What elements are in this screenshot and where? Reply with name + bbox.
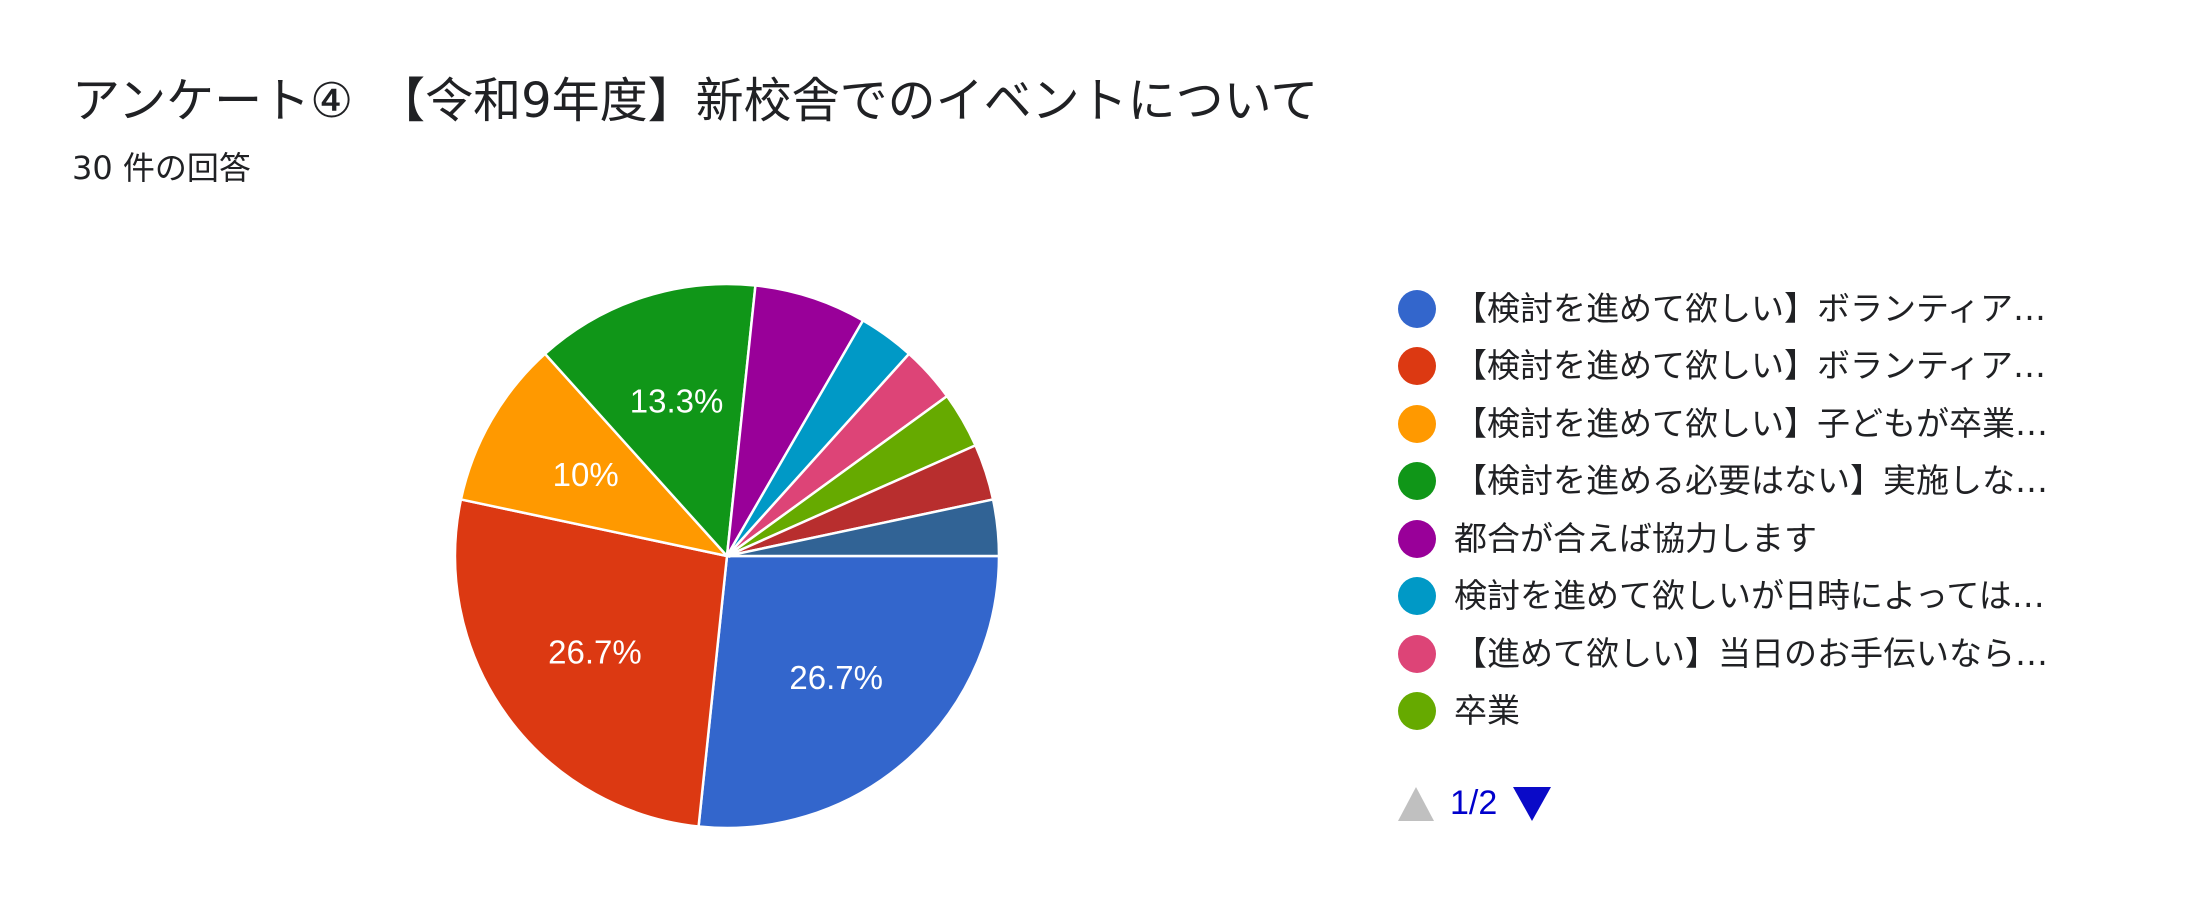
legend-swatch xyxy=(1398,692,1436,731)
legend-swatch xyxy=(1398,462,1436,501)
response-count: 30 件の回答 xyxy=(72,149,251,187)
legend-label: 卒業 xyxy=(1454,691,1520,731)
legend-label: 【検討を進めて欲しい】子どもが卒業… xyxy=(1454,403,2048,443)
slice-percent-label: 13.3% xyxy=(630,382,724,419)
slice-percent-label: 10% xyxy=(553,456,619,493)
legend-item[interactable]: 【進めて欲しい】当日のお手伝いなら… xyxy=(1398,625,2118,683)
previous-page-icon xyxy=(1398,786,1434,821)
legend-pager: 1/2 xyxy=(1398,784,1552,823)
legend-item[interactable]: 検討を進めて欲しいが日時によっては… xyxy=(1398,568,2118,626)
legend-item[interactable]: 【検討を進めて欲しい】ボランティア… xyxy=(1398,338,2118,396)
legend-swatch xyxy=(1398,519,1436,558)
legend: 【検討を進めて欲しい】ボランティア… 【検討を進めて欲しい】ボランティア… 【検… xyxy=(1398,280,2118,740)
pie-slice[interactable] xyxy=(697,554,1001,830)
legend-item[interactable]: 都合が合えば協力します xyxy=(1398,510,2118,568)
legend-label: 【進めて欲しい】当日のお手伝いなら… xyxy=(1454,633,2048,673)
page-indicator: 1/2 xyxy=(1450,784,1498,822)
legend-swatch xyxy=(1398,577,1436,616)
legend-item[interactable]: 卒業 xyxy=(1398,683,2118,741)
legend-item[interactable]: 【検討を進めて欲しい】ボランティア… xyxy=(1398,280,2118,338)
legend-label: 【検討を進めて欲しい】ボランティア… xyxy=(1454,288,2047,328)
legend-label: 検討を進めて欲しいが日時によっては… xyxy=(1454,576,2045,616)
legend-swatch xyxy=(1398,634,1436,673)
legend-swatch xyxy=(1398,347,1436,386)
pie-slice[interactable] xyxy=(459,352,731,559)
legend-swatch xyxy=(1398,289,1436,328)
legend-label: 都合が合えば協力します xyxy=(1454,518,1817,558)
slice-percent-label: 26.7% xyxy=(548,633,642,670)
pie-slice[interactable] xyxy=(453,497,729,828)
slice-percent-label: 26.7% xyxy=(789,659,883,696)
pie-slice[interactable] xyxy=(726,497,1001,558)
legend-label: 【検討を進めて欲しい】ボランティア… xyxy=(1454,346,2047,386)
legend-label: 【検討を進める必要はない】実施しな… xyxy=(1454,461,2048,501)
pie-slice[interactable] xyxy=(725,284,865,557)
legend-item[interactable]: 【検討を進めて欲しい】子どもが卒業… xyxy=(1398,395,2118,453)
legend-item[interactable]: 【検討を進める必要はない】実施しな… xyxy=(1398,453,2118,511)
pie-slice[interactable] xyxy=(543,282,757,559)
legend-swatch xyxy=(1398,404,1436,443)
chart-title: アンケート④ 【令和9年度】新校舎でのイベントについて xyxy=(72,73,1319,129)
next-page-icon[interactable] xyxy=(1513,786,1552,821)
